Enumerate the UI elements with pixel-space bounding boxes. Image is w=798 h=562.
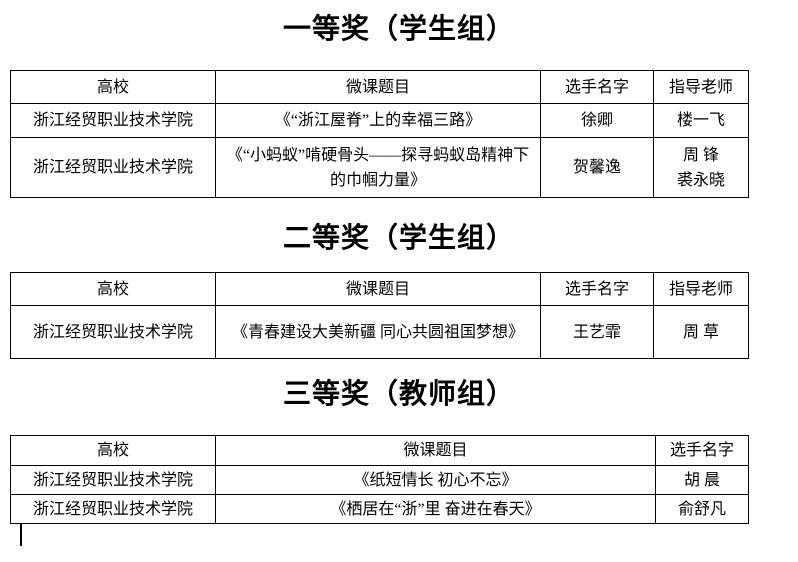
third-prize-table: 高校 微课题目 选手名字 浙江经贸职业技术学院 《纸短情长 初心不忘》 胡 晨 …: [10, 435, 749, 524]
cell-advisor[interactable]: 周 锋 裘永晓: [653, 137, 749, 198]
cell-advisor[interactable]: 周 草: [653, 305, 749, 359]
cell-contestant[interactable]: 贺馨逸: [540, 137, 654, 198]
column-header-topic[interactable]: 微课题目: [215, 435, 656, 466]
cell-contestant[interactable]: 徐卿: [540, 103, 654, 138]
cell-school[interactable]: 浙江经贸职业技术学院: [10, 465, 216, 495]
column-header-school[interactable]: 高校: [10, 435, 216, 466]
column-header-topic[interactable]: 微课题目: [215, 70, 541, 104]
text-cursor: [20, 524, 22, 546]
table-row: 浙江经贸职业技术学院 《栖居在“浙”里 奋进在春天》 俞舒凡: [10, 494, 749, 524]
section-title-third-prize[interactable]: 三等奖（教师组）: [282, 379, 515, 410]
cell-school[interactable]: 浙江经贸职业技术学院: [10, 494, 216, 524]
table-header-row: 高校 微课题目 选手名字: [10, 435, 749, 466]
column-header-advisor[interactable]: 指导老师: [653, 272, 749, 306]
cell-contestant[interactable]: 俞舒凡: [655, 494, 749, 524]
column-header-contestant[interactable]: 选手名字: [655, 435, 749, 466]
column-header-contestant[interactable]: 选手名字: [540, 70, 654, 104]
first-prize-table: 高校 微课题目 选手名字 指导老师 浙江经贸职业技术学院 《“浙江屋脊”上的幸福…: [10, 70, 749, 198]
cell-topic[interactable]: 《纸短情长 初心不忘》: [215, 465, 656, 495]
table-row: 浙江经贸职业技术学院 《“浙江屋脊”上的幸福三路》 徐卿 楼一飞: [10, 103, 749, 138]
table-row: 浙江经贸职业技术学院 《“小蚂蚁”啃硬骨头——探寻蚂蚁岛精神下的巾帼力量》 贺馨…: [10, 137, 749, 198]
section-title-second-prize[interactable]: 二等奖（学生组）: [282, 223, 515, 254]
cell-contestant[interactable]: 胡 晨: [655, 465, 749, 495]
column-header-school[interactable]: 高校: [10, 70, 216, 104]
second-prize-table: 高校 微课题目 选手名字 指导老师 浙江经贸职业技术学院 《青春建设大美新疆 同…: [10, 272, 749, 359]
column-header-school[interactable]: 高校: [10, 272, 216, 306]
column-header-topic[interactable]: 微课题目: [215, 272, 541, 306]
table-header-row: 高校 微课题目 选手名字 指导老师: [10, 70, 749, 104]
section-title-first-prize[interactable]: 一等奖（学生组）: [282, 14, 515, 45]
cell-advisor[interactable]: 楼一飞: [653, 103, 749, 138]
cell-school[interactable]: 浙江经贸职业技术学院: [10, 305, 216, 359]
table-row: 浙江经贸职业技术学院 《青春建设大美新疆 同心共圆祖国梦想》 王艺霏 周 草: [10, 305, 749, 359]
column-header-contestant[interactable]: 选手名字: [540, 272, 654, 306]
cell-contestant[interactable]: 王艺霏: [540, 305, 654, 359]
cell-topic[interactable]: 《青春建设大美新疆 同心共圆祖国梦想》: [215, 305, 541, 359]
cell-school[interactable]: 浙江经贸职业技术学院: [10, 137, 216, 198]
cell-topic[interactable]: 《“小蚂蚁”啃硬骨头——探寻蚂蚁岛精神下的巾帼力量》: [215, 137, 541, 198]
column-header-advisor[interactable]: 指导老师: [653, 70, 749, 104]
cell-topic[interactable]: 《栖居在“浙”里 奋进在春天》: [215, 494, 656, 524]
cell-topic[interactable]: 《“浙江屋脊”上的幸福三路》: [215, 103, 541, 138]
cell-school[interactable]: 浙江经贸职业技术学院: [10, 103, 216, 138]
table-header-row: 高校 微课题目 选手名字 指导老师: [10, 272, 749, 306]
table-row: 浙江经贸职业技术学院 《纸短情长 初心不忘》 胡 晨: [10, 465, 749, 495]
